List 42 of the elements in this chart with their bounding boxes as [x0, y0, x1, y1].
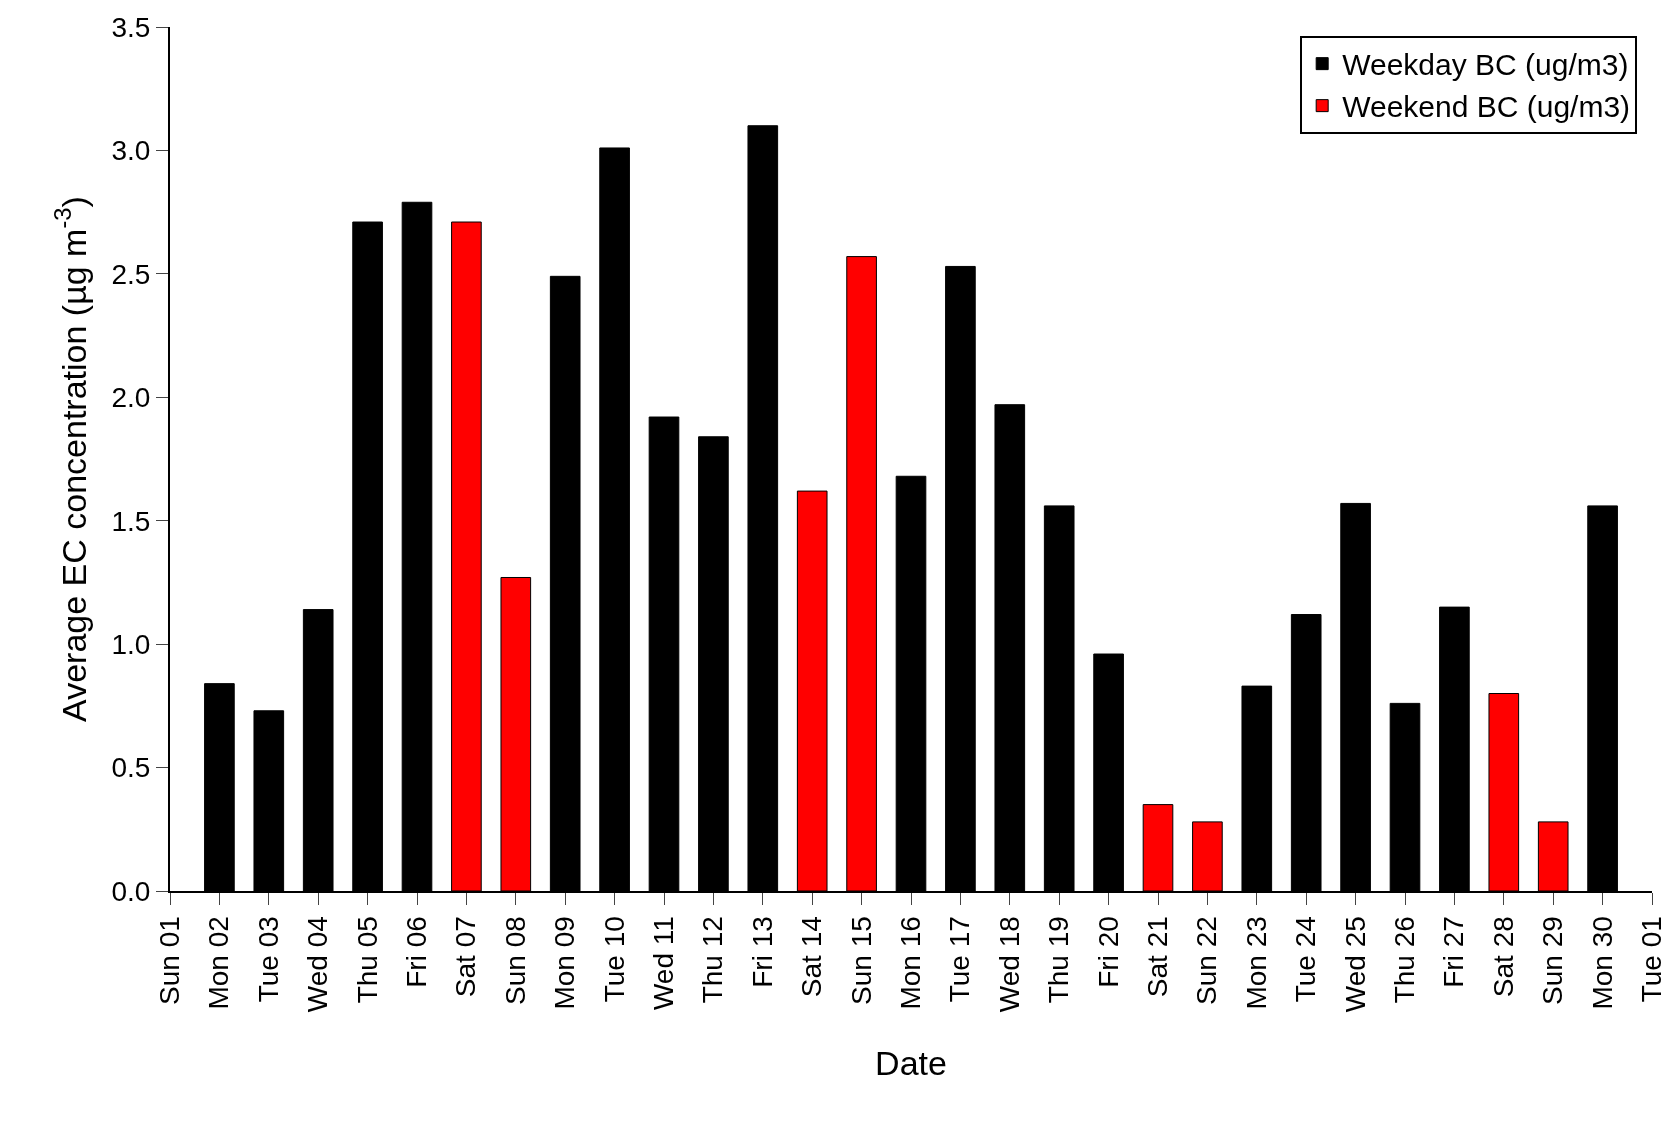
x-tick-label: Mon 30	[1586, 916, 1618, 1010]
x-tick-label: Sat 14	[796, 916, 828, 998]
x-tick-label: Sat 28	[1487, 916, 1519, 998]
x-tick-label: Tue 10	[598, 916, 630, 1003]
x-tick-label: Mon 16	[895, 916, 927, 1010]
x-tick-label: Tue 17	[944, 916, 976, 1003]
x-tick-label: Thu 05	[351, 916, 383, 1004]
x-tick-label: Sun 29	[1537, 916, 1569, 1005]
y-tick-label: 1.5	[111, 505, 151, 537]
x-tick-label: Mon 09	[549, 916, 581, 1010]
x-tick-label: Sat 07	[450, 916, 482, 998]
x-tick-label: Mon 23	[1240, 916, 1272, 1010]
x-tick-label: Wed 11	[648, 916, 680, 1011]
x-tick-label: Fri 20	[1092, 916, 1124, 988]
y-tick-label: 2.0	[111, 382, 151, 414]
x-tick-label: Wed 04	[302, 916, 334, 1013]
x-tick-label: Thu 12	[697, 916, 729, 1004]
x-tick-label: Sun 08	[499, 916, 531, 1005]
y-tick-label: 3.5	[111, 11, 151, 43]
x-tick-label: Fri 13	[746, 916, 778, 988]
x-tick-label: Thu 19	[1043, 916, 1075, 1004]
x-tick-label: Sun 01	[154, 916, 186, 1005]
legend-label: Weekend BC (ug/m3)	[1342, 90, 1631, 124]
x-tick-label: Fri 06	[401, 916, 433, 988]
x-tick-label: Wed 18	[993, 916, 1025, 1013]
x-tick-label: Sun 22	[1191, 916, 1223, 1005]
x-tick-label: Tue 01	[1636, 916, 1668, 1003]
x-tick-label: Wed 25	[1339, 916, 1371, 1013]
legend-label: Weekday BC (ug/m3)	[1342, 48, 1629, 82]
x-axis-title: Date	[875, 1044, 947, 1082]
y-tick-label: 2.5	[111, 258, 151, 290]
x-tick-label: Sun 15	[845, 916, 877, 1005]
x-tick-label: Mon 02	[203, 916, 235, 1010]
x-tick-label: Tue 24	[1290, 916, 1322, 1003]
x-tick-label: Thu 26	[1389, 916, 1421, 1004]
y-tick-label: 0.0	[111, 875, 151, 907]
x-tick-label: Sat 21	[1142, 916, 1174, 998]
y-tick-label: 1.0	[111, 628, 151, 660]
y-tick-label: 0.5	[111, 752, 151, 784]
x-tick-label: Tue 03	[252, 916, 284, 1003]
y-tick-label: 3.0	[111, 135, 151, 167]
x-tick-label: Fri 27	[1438, 916, 1470, 988]
